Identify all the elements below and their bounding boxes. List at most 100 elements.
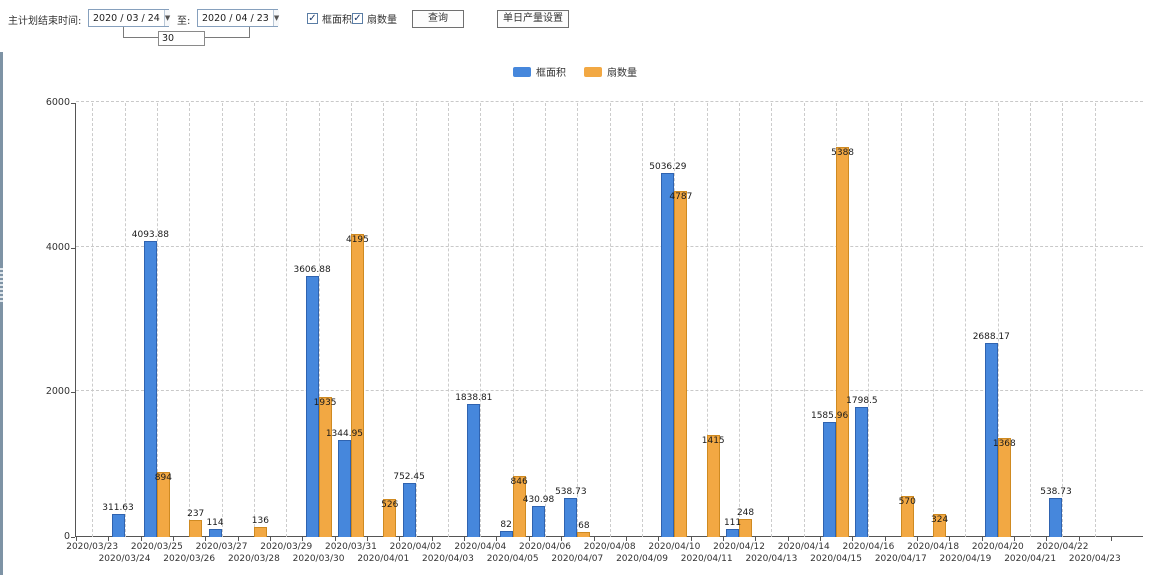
x-axis-tick-label: 2020/03/27 xyxy=(195,542,248,552)
chart-column: 2020/03/25 4093.88 894 xyxy=(131,103,183,552)
x-axis-tick-label: 2020/04/12 xyxy=(713,542,765,552)
fan-count-bar[interactable] xyxy=(933,513,947,537)
chart-column: 2020/04/23 xyxy=(1069,103,1121,564)
fan-count-bar[interactable] xyxy=(739,519,753,537)
checkbox-checked-icon[interactable]: ✓ xyxy=(307,13,318,24)
chart-column: 2020/04/10 5036.29 4787 xyxy=(648,103,700,552)
bar-value-label: 5036.29 xyxy=(649,161,687,172)
date-range-connector xyxy=(123,27,124,38)
x-axis-tick-label: 2020/04/16 xyxy=(842,542,895,552)
fan-count-bar[interactable] xyxy=(156,472,170,537)
fan-count-bar[interactable] xyxy=(189,519,203,537)
fan-count-bar[interactable] xyxy=(350,233,364,537)
frame-area-bar[interactable] xyxy=(402,482,416,537)
frame-area-bar[interactable] xyxy=(564,498,578,537)
x-axis-tick xyxy=(1111,537,1112,541)
x-axis-tick xyxy=(108,537,110,541)
fan-count-bar[interactable] xyxy=(836,147,850,537)
y-axis-tick-label: 6000 xyxy=(45,97,70,108)
date-from-picker[interactable]: 2020 / 03 / 24 ▼ xyxy=(88,9,171,27)
x-axis-tick-label: 2020/04/13 xyxy=(745,554,798,564)
legend-item-fan-count[interactable]: 扇数量 xyxy=(584,64,637,79)
chevron-down-icon[interactable]: ▼ xyxy=(163,10,171,26)
y-axis-tick xyxy=(71,537,75,538)
x-axis-tick xyxy=(237,537,239,541)
x-axis-tick xyxy=(916,537,918,541)
x-axis-tick-label: 2020/04/21 xyxy=(1004,554,1057,564)
daily-output-settings-button[interactable]: 单日产量设置 xyxy=(497,10,569,28)
bar-value-label: 136 xyxy=(251,516,269,527)
x-axis-tick xyxy=(528,537,530,541)
fan-count-bar[interactable] xyxy=(318,397,332,537)
days-count-input[interactable]: 30 xyxy=(158,31,205,46)
frame-area-bar[interactable] xyxy=(823,422,837,537)
fan-count-checkbox-label: 扇数量 xyxy=(367,15,397,26)
frame-area-bar[interactable] xyxy=(337,439,351,537)
chart-column: 2020/03/28 136 xyxy=(228,103,280,564)
frame-area-bar[interactable] xyxy=(467,404,481,537)
fan-count-bar[interactable] xyxy=(674,190,688,537)
x-axis-tick xyxy=(658,537,660,541)
left-splitter[interactable] xyxy=(0,0,3,575)
chart-column: 2020/03/26 237 xyxy=(163,103,215,564)
checkbox-checked-icon[interactable]: ✓ xyxy=(352,13,363,24)
date-range-connector xyxy=(123,37,158,38)
x-axis-tick-label: 2020/04/22 xyxy=(1036,542,1089,552)
x-axis-tick xyxy=(140,537,142,541)
fan-count-checkbox[interactable]: ✓ 扇数量 xyxy=(352,11,397,26)
chart-column: 2020/04/15 1585.96 5388 xyxy=(810,103,862,564)
frame-area-bar[interactable] xyxy=(855,406,869,537)
x-axis-tick xyxy=(431,537,433,541)
fan-count-bar[interactable] xyxy=(253,527,267,537)
frame-area-bar[interactable] xyxy=(984,342,998,537)
fan-count-bar[interactable] xyxy=(512,475,526,537)
x-axis-tick-label: 2020/03/26 xyxy=(163,554,216,564)
fan-count-bar[interactable] xyxy=(900,495,914,537)
date-to-picker[interactable]: 2020 / 04 / 23 ▼ xyxy=(197,9,280,27)
x-axis-tick xyxy=(464,537,466,541)
frame-area-bar[interactable] xyxy=(111,514,125,537)
horizontal-gridline xyxy=(76,390,1143,392)
x-axis-tick xyxy=(690,537,692,541)
x-axis-tick-label: 2020/04/04 xyxy=(454,542,507,552)
x-axis-tick xyxy=(819,537,821,541)
chart-column: 2020/04/01 526 xyxy=(357,103,409,564)
frame-area-bar[interactable] xyxy=(1049,498,1063,537)
chart-column: 2020/03/24 311.63 xyxy=(99,103,150,564)
frame-area-bar[interactable] xyxy=(208,528,222,537)
x-axis-tick-label: 2020/04/01 xyxy=(357,554,410,564)
y-axis-tick xyxy=(71,103,75,104)
query-button[interactable]: 查询 xyxy=(412,10,464,28)
fan-count-bar[interactable] xyxy=(577,532,591,537)
frame-area-checkbox[interactable]: ✓ 框面积 xyxy=(307,11,352,26)
frame-area-bar[interactable] xyxy=(661,172,675,537)
chart-column: 2020/04/22 538.73 xyxy=(1037,103,1088,552)
bar-value-label: 526 xyxy=(381,499,399,510)
bar-value-label: 752.45 xyxy=(393,471,425,482)
bar-value-label: 68 xyxy=(578,521,590,532)
fan-count-bar[interactable] xyxy=(706,434,720,537)
chart-column: 2020/04/17 570 xyxy=(875,103,927,564)
bar-value-label: 1798.5 xyxy=(846,395,878,406)
frame-area-bar[interactable] xyxy=(499,531,513,537)
chevron-down-icon[interactable]: ▼ xyxy=(272,10,280,26)
bar-value-label: 1415 xyxy=(701,435,725,446)
frame-area-bar[interactable] xyxy=(143,240,157,537)
bar-value-label: 1344.95 xyxy=(325,428,364,439)
x-axis-tick xyxy=(496,537,498,541)
legend-item-frame-area[interactable]: 框面积 xyxy=(513,64,566,79)
fan-count-bar[interactable] xyxy=(383,498,397,537)
chart-column: 2020/04/07 538.73 68 xyxy=(551,103,603,564)
frame-area-bar[interactable] xyxy=(305,276,319,537)
date-range-connector xyxy=(205,37,250,38)
fan-count-bar[interactable] xyxy=(997,438,1011,537)
legend-swatch-fan-count xyxy=(584,66,602,77)
frame-area-bar[interactable] xyxy=(726,528,740,537)
chart-column: 2020/04/20 2688.17 1368 xyxy=(972,103,1024,552)
chart-column: 2020/03/27 114 xyxy=(196,103,247,552)
frame-area-bar[interactable] xyxy=(531,505,545,537)
x-axis-tick xyxy=(399,537,401,541)
splitter-grip-icon xyxy=(0,268,3,302)
x-axis-tick-label: 2020/04/23 xyxy=(1068,554,1121,564)
